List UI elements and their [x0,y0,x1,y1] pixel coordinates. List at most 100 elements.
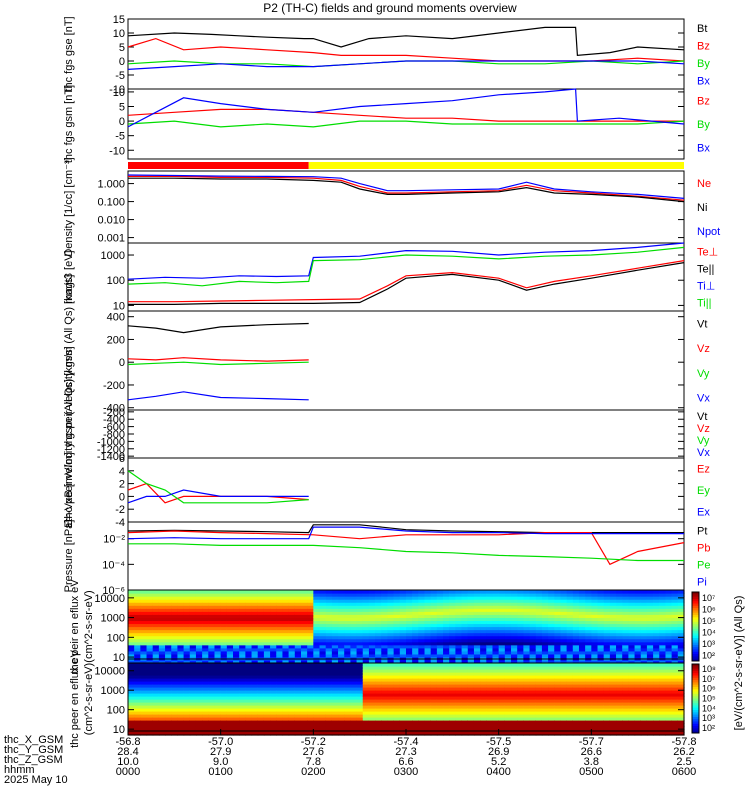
spectrogram-cell [375,635,382,640]
series-line-Bt [127,26,685,57]
spectrogram-cell [226,723,234,727]
spectrogram-cell [393,702,401,706]
spectrogram-cell [177,690,185,694]
spectrogram-cell [591,726,599,730]
spectrogram-cell [251,659,259,664]
spectrogram-cell [566,714,574,718]
spectrogram-cell [239,678,246,682]
spectrogram-cell [517,702,524,706]
colorbar-cell [692,682,699,686]
spectrogram-cell [214,726,222,730]
spectrogram-cell [541,644,549,649]
spectrogram-cell [455,714,463,718]
spectrogram-cell [535,593,543,597]
spectrogram-cell [517,605,524,609]
spectrogram-cell [585,675,592,679]
spectrogram-cell [152,663,160,667]
spectrogram-cell [449,611,457,615]
x-axis-label-x_gsm: -57.4 [393,736,418,748]
spectrogram-cell [504,632,512,637]
spectrogram-cell [560,720,568,724]
spectrogram-cell [313,632,321,637]
spectrogram-cell [535,647,543,652]
spectrogram-cell [146,629,154,634]
spectrogram-cell [325,650,333,655]
spectrogram-cell [177,666,185,670]
spectrogram-cell [263,678,271,682]
spectrogram-cell [430,638,438,643]
spectrogram-cell [578,617,586,622]
spectrogram-cell [152,732,160,736]
spectrogram-cell [665,644,673,649]
spectrogram-cell [504,602,512,606]
spectrogram-cell [498,675,506,679]
series-line-Vy [127,361,309,366]
spectrogram-cell [492,620,500,625]
spectrogram-cell [560,696,568,700]
spectrogram-cell [523,644,531,649]
spectrogram-cell [362,672,370,676]
spectrogram-cell [214,590,222,594]
spectrogram-cell [473,611,481,615]
spectrogram-cell [671,647,679,652]
spectrogram-cell [245,723,253,727]
spectrogram-cell [381,678,389,682]
spectrogram-cell [214,593,222,597]
spectrogram-cell [616,684,623,688]
spectrogram-cell [671,708,679,712]
spectrogram-cell [165,714,172,718]
spectrogram-cell [233,659,240,664]
spectrogram-cell [338,638,345,643]
spectrogram-cell [387,620,395,625]
spectrogram-cell [535,705,543,709]
spectrogram-cell [146,711,154,715]
spectrogram-cell [449,693,457,697]
spectrogram-cell [418,590,426,594]
spectrogram-cell [239,617,246,622]
spectrogram-cell [233,690,240,694]
spectrogram-cell [251,684,259,688]
spectrogram-cell [585,596,592,600]
spectrogram-cell [646,711,654,715]
spectrogram-cell [511,663,518,667]
spectrogram-cell [430,666,438,670]
spectrogram-cell [319,711,327,715]
spectrogram-cell [325,702,333,706]
spectrogram-cell [646,614,654,618]
spectrogram-cell [128,650,135,655]
colorbar-cell [692,728,699,732]
spectrogram-cell [461,602,469,606]
legend-entry: Te⊥ [697,247,718,259]
spectrogram-cell [350,675,358,679]
spectrogram-cell [338,723,345,727]
spectrogram-cell [134,726,141,730]
spectrogram-cell [430,608,438,612]
spectrogram-cell [331,687,339,691]
spectrogram-cell [517,675,524,679]
spectrogram-cell [202,723,209,727]
spectrogram-cell [276,602,284,606]
spectrogram-cell [195,650,203,655]
spectrogram-cell [436,647,444,652]
spectrogram-cell [220,705,228,709]
spectrogram-cell [183,626,191,631]
spectrogram-cell [165,726,172,730]
spectrogram-cell [276,666,284,670]
spectrogram-cell [134,653,141,658]
spectrogram-cell [461,659,469,664]
spectrogram-cell [362,608,370,612]
spectrogram-cell [406,681,413,685]
spectrogram-cell [566,638,574,643]
spectrogram-cell [325,626,333,631]
spectrogram-cell [399,593,407,597]
spectrogram-cell [381,690,389,694]
spectrogram-cell [177,647,185,652]
spectrogram-cell [535,626,543,631]
spectrogram-cell [628,620,636,625]
spectrogram-cell [245,669,253,673]
spectrogram-cell [659,620,667,625]
spectrogram-cell [220,641,228,646]
spectrogram-cell [307,644,314,649]
spectrogram-cell [239,663,246,667]
spectrogram-cell [208,599,216,603]
